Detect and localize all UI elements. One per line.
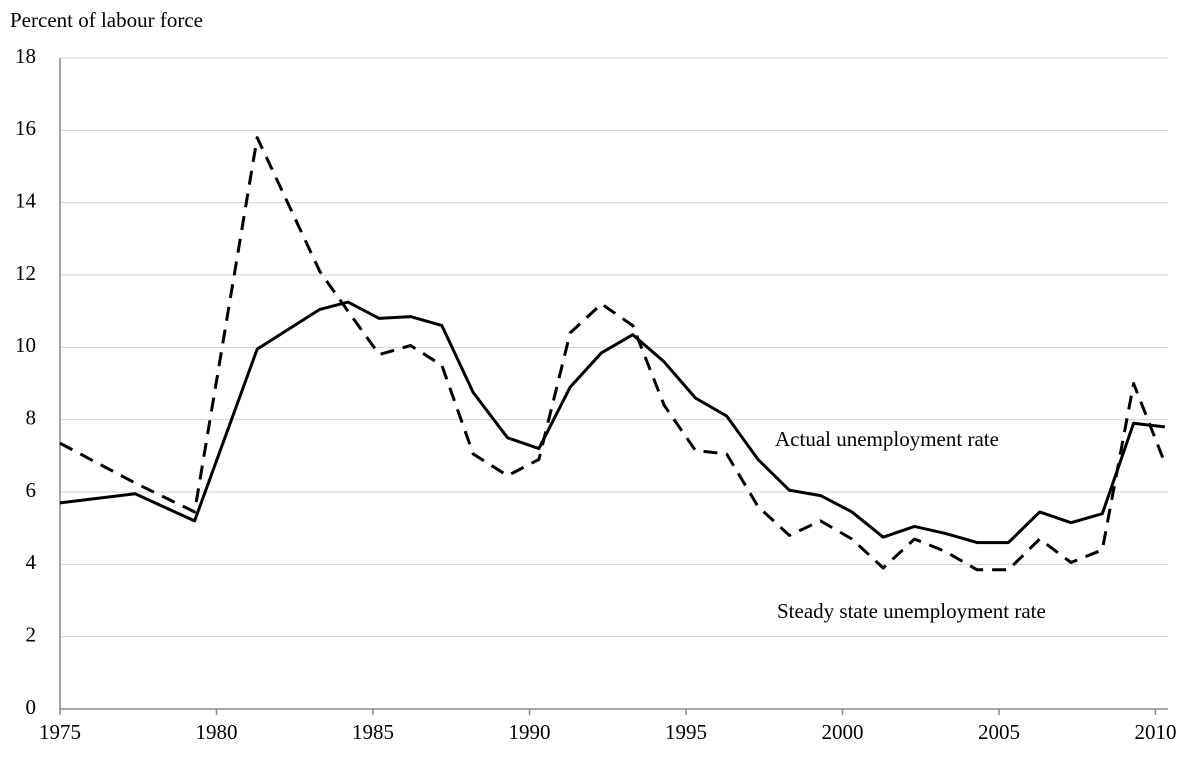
x-tick-label: 1980 [195, 720, 237, 744]
series-line [59, 136, 1167, 572]
y-tick-label: 2 [26, 622, 37, 646]
x-tick-label: 1995 [665, 720, 707, 744]
x-tick-label: 2000 [821, 720, 863, 744]
y-tick-label: 10 [15, 333, 36, 357]
y-axis-label: Percent of labour force [10, 8, 203, 32]
x-tick-label: 2005 [978, 720, 1020, 744]
y-tick-label: 0 [26, 695, 37, 719]
y-tick-label: 12 [15, 261, 36, 285]
y-tick-label: 6 [26, 478, 37, 502]
y-tick-label: 14 [15, 188, 37, 212]
x-tick-label: 1985 [352, 720, 394, 744]
y-tick-label: 18 [15, 44, 36, 68]
y-tick-label: 16 [15, 116, 36, 140]
series-annotation: Steady state unemployment rate [777, 599, 1046, 623]
y-tick-label: 8 [26, 405, 37, 429]
series-line [59, 300, 1166, 545]
series-annotation: Actual unemployment rate [775, 427, 999, 451]
x-tick-label: 1990 [508, 720, 550, 744]
x-tick-label: 2010 [1134, 720, 1176, 744]
x-tick-label: 1975 [39, 720, 81, 744]
y-tick-label: 4 [26, 550, 37, 574]
